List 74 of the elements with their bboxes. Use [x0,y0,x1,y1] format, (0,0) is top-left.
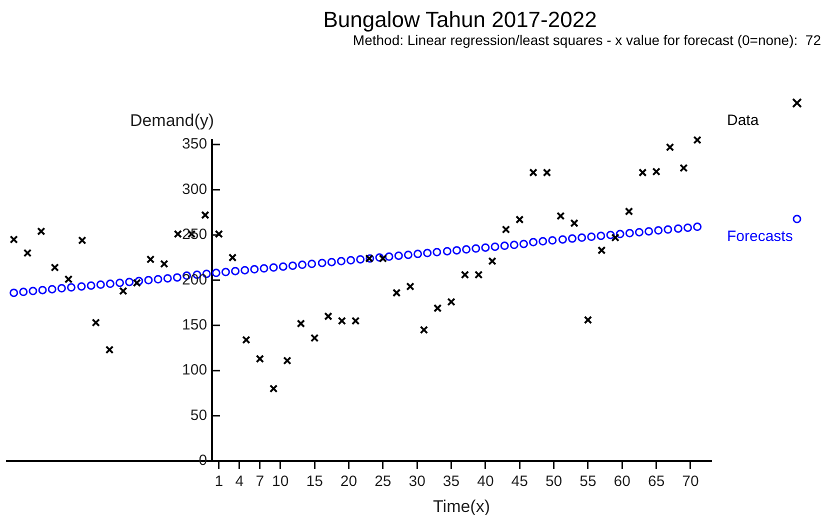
point [256,354,264,364]
point [351,316,360,326]
point [447,298,456,306]
chart-subtitle: Method: Linear regression/least squares - x value for forecast (0=none): 72 [352,32,822,48]
point [378,254,388,263]
point [269,384,278,393]
point [666,143,674,152]
point [310,334,319,342]
point [638,168,647,177]
point [474,270,483,279]
point [624,207,634,216]
point [460,270,470,279]
point [652,167,661,176]
point [201,210,210,220]
x-tick-label: 30 [408,473,426,490]
y-axis-title: Demand(y) [130,111,214,130]
x-tick-label: 4 [235,473,244,490]
point [78,236,86,245]
x-tick-label: 50 [545,473,562,490]
point [338,316,346,326]
point [64,275,73,284]
x-tick-label: 65 [648,473,665,490]
point [160,260,168,268]
x-tick-label: 7 [256,473,264,490]
point [488,256,496,266]
y-tick-label: 350 [182,136,208,153]
point [174,230,182,238]
point [392,288,401,297]
point [228,253,237,262]
point [693,136,702,144]
point [50,263,60,272]
x-tick-label: 45 [511,473,528,490]
x-tick-label: 10 [272,473,289,490]
y-tick-label: 300 [182,180,208,198]
point [296,319,306,328]
point [119,286,128,296]
point [515,215,524,224]
point [23,248,32,258]
point [105,346,114,354]
point [324,312,332,321]
y-tick-label: 250 [182,226,208,244]
point [529,168,538,177]
x-tick-label: 35 [442,473,460,490]
x-tick-label: 1 [214,473,224,490]
point [242,336,250,344]
legend-label: Forecasts [727,228,793,245]
point [584,316,592,324]
point [597,246,606,254]
point [570,219,578,228]
point [542,168,552,177]
point [420,326,428,334]
x-tick-label: 40 [477,473,494,490]
point [214,230,224,238]
point [433,304,442,312]
point [556,212,565,220]
point [146,255,155,264]
point [92,318,100,327]
point [502,225,510,234]
y-tick-label: 50 [190,406,208,424]
point [36,227,46,236]
point [679,164,688,172]
x-tick-label: 20 [340,473,358,490]
series-label: Data [727,112,760,129]
x-tick-label: 60 [614,473,630,490]
point [283,356,292,365]
point [10,235,18,244]
x-tick-label: 55 [580,473,596,490]
x-tick-label: 25 [374,473,392,490]
y-tick-label: 150 [182,316,208,334]
x-tick-label: 70 [682,473,699,490]
chart-title: Bungalow Tahun 2017-2022 [323,7,597,32]
y-tick-label: 100 [182,362,208,379]
point [406,282,414,291]
x-tick-label: 15 [306,473,323,490]
